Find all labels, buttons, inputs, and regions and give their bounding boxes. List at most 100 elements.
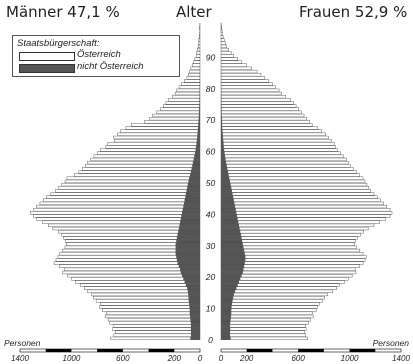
bar-male-oesterreich-age-2 (114, 330, 201, 334)
bar-male-oesterreich-age-36 (48, 223, 201, 227)
bar-female-oesterreich-age-15 (220, 289, 334, 293)
bar-male-nicht-oesterreich-age-57 (193, 158, 200, 161)
age-tick-label: 40 (206, 209, 216, 219)
bar-male-nicht-oesterreich-age-22 (180, 267, 200, 271)
bar-male-nicht-oesterreich-age-59 (194, 151, 200, 155)
bar-female-oesterreich-age-85 (220, 69, 258, 74)
bar-female-oesterreich-age-99 (220, 25, 222, 30)
bar-male-nicht-oesterreich-age-51 (189, 176, 200, 180)
bar-female-oesterreich-age-4 (220, 324, 307, 328)
bar-male-nicht-oesterreich-age-58 (194, 154, 200, 158)
bar-female-oesterreich-age-9 (220, 308, 317, 312)
bar-female-nicht-oesterreich-age-37 (221, 220, 239, 224)
bar-female-nicht-oesterreich-age-34 (221, 230, 241, 234)
bar-female-nicht-oesterreich-age-71 (221, 114, 222, 117)
bar-male-oesterreich-age-80 (178, 85, 201, 89)
bar-female-oesterreich-age-39 (220, 214, 391, 218)
bar-male-nicht-oesterreich-age-47 (186, 189, 200, 193)
bar-female-oesterreich-age-2 (220, 330, 305, 334)
bar-male-oesterreich-age-88 (193, 60, 201, 64)
bar-male-nicht-oesterreich-age-5 (190, 321, 200, 325)
bar-female-oesterreich-age-72 (220, 110, 302, 114)
bar-male-nicht-oesterreich-age-13 (188, 296, 200, 300)
bar-female-oesterreich-age-89 (220, 57, 238, 61)
bar-male-oesterreich-age-73 (160, 107, 201, 111)
bar-male-oesterreich-age-42 (36, 204, 201, 209)
bar-female-oesterreich-age-50 (220, 179, 366, 184)
bar-male-oesterreich-age-53 (78, 170, 201, 174)
bar-female-nicht-oesterreich-age-40 (221, 211, 237, 215)
bar-female-nicht-oesterreich-age-36 (221, 223, 239, 227)
bar-male-nicht-oesterreich-age-15 (187, 289, 200, 293)
bar-female-oesterreich-age-98 (220, 29, 223, 33)
bar-male-oesterreich-age-16 (84, 286, 201, 290)
bar-female-oesterreich-age-78 (220, 91, 282, 96)
bar-female-oesterreich-age-73 (220, 107, 299, 111)
bar-female-oesterreich-age-83 (220, 76, 266, 80)
bar-male-oesterreich-age-72 (156, 110, 201, 114)
bar-female-nicht-oesterreich-age-69 (221, 120, 223, 124)
female-x-tick-label: 0 (219, 354, 224, 363)
bar-male-nicht-oesterreich-age-63 (196, 139, 200, 143)
bar-female-nicht-oesterreich-age-5 (221, 321, 231, 325)
bar-male-nicht-oesterreich-age-49 (187, 183, 200, 186)
bar-male-oesterreich-age-18 (75, 280, 201, 284)
bar-female-oesterreich-age-88 (220, 60, 242, 64)
bar-female-nicht-oesterreich-age-51 (221, 176, 230, 180)
female-x-tick-label: 600 (291, 354, 305, 363)
bar-female-oesterreich-age-14 (220, 292, 328, 297)
bar-male-nicht-oesterreich-age-3 (190, 327, 200, 331)
bar-male-nicht-oesterreich-age-65 (197, 132, 200, 136)
bar-male-oesterreich-age-83 (186, 76, 201, 80)
bar-female-oesterreich-age-57 (220, 157, 347, 162)
bar-female-oesterreich-age-60 (220, 148, 338, 152)
bar-female-oesterreich-age-96 (220, 35, 224, 39)
bar-male-nicht-oesterreich-age-10 (189, 305, 200, 309)
bar-female-oesterreich-age-51 (220, 176, 364, 180)
bar-male-nicht-oesterreich-age-66 (197, 129, 200, 133)
bar-male-nicht-oesterreich-age-17 (185, 283, 200, 287)
bar-female-oesterreich-age-97 (220, 32, 223, 36)
bar-female-nicht-oesterreich-age-1 (221, 333, 230, 337)
bar-male-nicht-oesterreich-age-42 (183, 205, 200, 208)
bar-female-nicht-oesterreich-age-59 (221, 151, 225, 155)
age-tick-label: 10 (206, 304, 216, 314)
bar-female-oesterreich-age-38 (220, 217, 386, 221)
bar-female-nicht-oesterreich-age-65 (221, 132, 223, 136)
legend-label-nicht-oesterreich: nicht Österreich (77, 61, 144, 72)
bar-male-nicht-oesterreich-age-39 (181, 214, 200, 218)
bar-female-nicht-oesterreich-age-74 (221, 104, 222, 108)
bar-female-oesterreich-age-84 (220, 73, 262, 77)
bar-male-nicht-oesterreich-age-70 (198, 117, 200, 121)
bar-female-oesterreich-age-61 (220, 145, 336, 149)
bar-male-nicht-oesterreich-age-14 (188, 293, 200, 296)
bar-male-nicht-oesterreich-age-8 (189, 311, 200, 315)
female-bars (220, 22, 393, 341)
bar-female-nicht-oesterreich-age-38 (221, 217, 238, 221)
bar-male-oesterreich-age-71 (152, 113, 201, 118)
bar-female-nicht-oesterreich-age-73 (221, 107, 222, 111)
bar-male-nicht-oesterreich-age-71 (198, 114, 200, 117)
bar-male-nicht-oesterreich-age-23 (178, 264, 200, 268)
bar-male-nicht-oesterreich-age-54 (191, 167, 200, 171)
legend-label-oesterreich: Österreich (77, 49, 121, 60)
bar-male-oesterreich-age-64 (113, 135, 201, 140)
bar-female-oesterreich-age-0 (220, 336, 308, 341)
bar-female-nicht-oesterreich-age-63 (221, 139, 224, 143)
bar-female-oesterreich-age-63 (220, 139, 332, 143)
bar-male-oesterreich-age-54 (82, 167, 201, 171)
bar-male-nicht-oesterreich-age-48 (187, 186, 200, 190)
female-x-axis-label: Personen (373, 338, 410, 348)
bar-male-oesterreich-age-4 (113, 324, 201, 328)
bar-female-oesterreich-age-45 (220, 195, 378, 199)
bar-female-nicht-oesterreich-age-6 (221, 318, 231, 322)
male-x-tick-label: 1400 (11, 354, 29, 363)
bar-female-oesterreich-age-91 (220, 51, 232, 55)
bar-female-nicht-oesterreich-age-2 (221, 330, 230, 334)
bar-male-nicht-oesterreich-age-68 (198, 123, 200, 127)
bar-male-nicht-oesterreich-age-16 (187, 286, 200, 290)
bar-female-nicht-oesterreich-age-43 (221, 201, 235, 205)
bar-male-nicht-oesterreich-age-33 (177, 233, 200, 237)
bar-male-oesterreich-age-11 (100, 302, 201, 306)
bar-female-oesterreich-age-62 (220, 142, 335, 146)
